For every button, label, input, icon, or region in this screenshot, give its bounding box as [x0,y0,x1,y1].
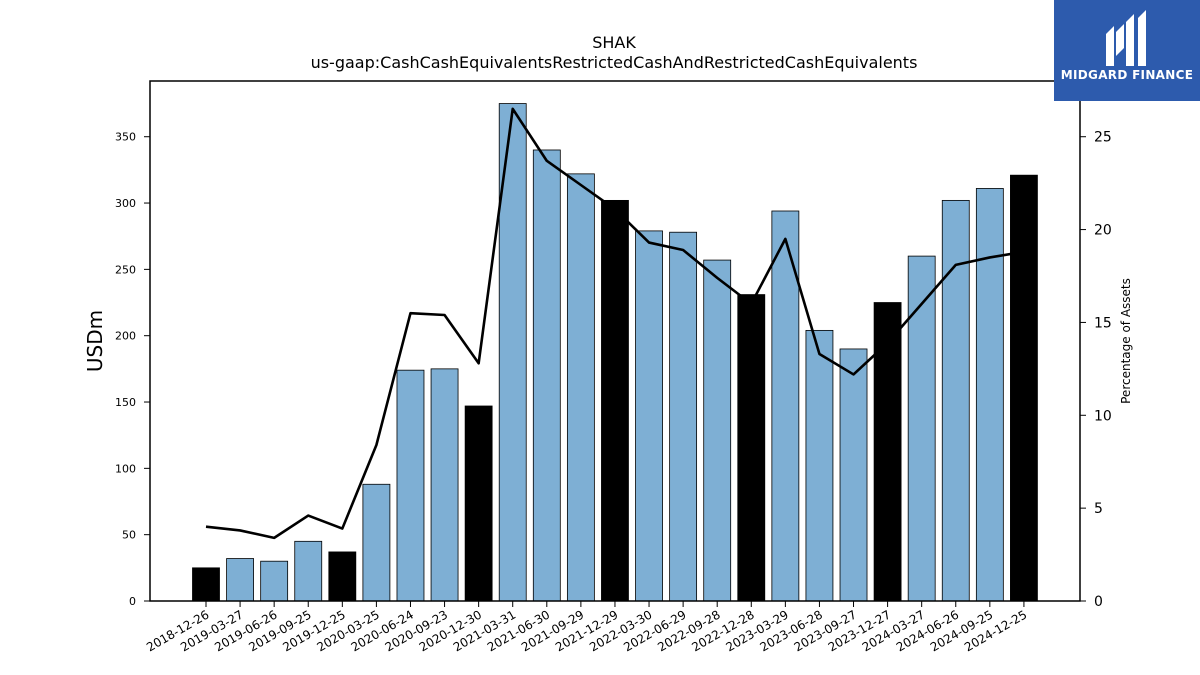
bar [362,483,391,602]
bar [771,210,800,602]
bar [703,259,732,602]
plot-frame [149,80,1081,602]
bar [396,369,425,602]
y-tick-label: 0 [129,595,136,608]
y2-tick-label: 25 [1094,130,1112,146]
logo-text: MIDGARD FINANCE [1060,68,1194,82]
y2-tick-label: 20 [1094,223,1112,239]
bar [737,294,766,602]
y-tick-label: 150 [115,396,136,409]
bar [669,231,698,602]
bar [635,230,663,602]
percentage-line [205,107,1025,540]
y2-tick-label: 10 [1094,408,1112,424]
y2-axis-label: Percentage of Assets [1119,278,1133,404]
y-tick-label: 200 [115,330,136,343]
bar [907,255,936,602]
y2-tick-label: 5 [1094,501,1103,517]
bar [873,302,902,602]
y-tick-label: 50 [122,529,136,542]
bar [464,405,493,602]
y-tick-label: 250 [115,263,136,276]
bar [192,567,220,602]
bar [430,368,459,602]
bar [498,103,527,602]
bar [260,560,289,602]
bar [532,149,561,602]
midgard-finance-logo: MIDGARD FINANCE [1054,0,1200,101]
y-tick-label: 350 [115,131,136,144]
bar [839,348,868,602]
bar [805,329,834,602]
y-tick-label: 300 [115,197,136,210]
bar [226,558,254,602]
bar [601,199,629,602]
y2-tick-label: 15 [1094,315,1112,331]
logo-mark-icon [1106,10,1146,66]
chart-title: SHAK [592,33,636,52]
y2-tick-label: 0 [1094,594,1103,610]
bar [328,551,357,602]
y-axis-label: USDm [83,310,107,372]
bar [975,188,1004,602]
bar [941,199,970,602]
chart-subtitle: us-gaap:CashCashEquivalentsRestrictedCas… [311,53,918,72]
bar [294,540,323,602]
plot-area: 05010015020025030035005101520252018-12-2… [115,103,1112,654]
y-tick-label: 100 [115,462,136,475]
bar [566,173,595,602]
bar [1010,174,1038,602]
